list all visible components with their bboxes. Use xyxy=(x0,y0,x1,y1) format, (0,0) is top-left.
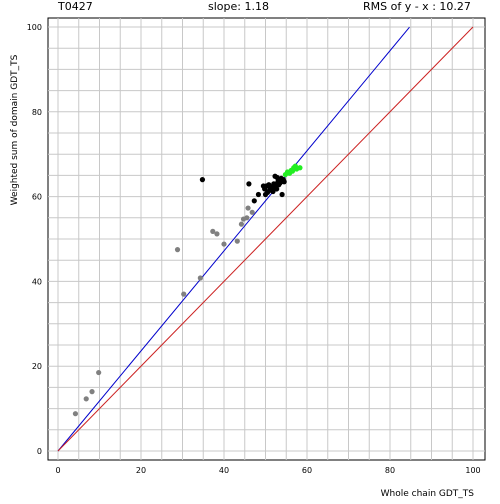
data-point xyxy=(72,411,79,417)
reference-lines xyxy=(57,26,474,452)
x-tick-label: 40 xyxy=(219,466,229,475)
data-point xyxy=(199,177,206,183)
diagonal-line xyxy=(57,26,474,452)
data-point xyxy=(251,198,257,204)
x-tick-label: 100 xyxy=(465,466,480,475)
data-points xyxy=(72,163,303,417)
data-point xyxy=(197,275,203,281)
data-point xyxy=(181,291,187,297)
y-tick-label: 40 xyxy=(32,277,42,286)
x-axis-label: Whole chain GDT_TS xyxy=(381,489,475,499)
slope-label: slope: 1.18 xyxy=(208,0,269,13)
rms-label: RMS of y - x : 10.27 xyxy=(363,0,471,13)
data-point xyxy=(279,191,285,198)
data-point xyxy=(214,231,220,237)
y-tick-label: 80 xyxy=(32,108,42,117)
data-point xyxy=(297,165,303,171)
x-tick-label: 0 xyxy=(55,466,60,475)
y-tick-label: 20 xyxy=(32,362,42,371)
data-point xyxy=(174,247,181,253)
data-point xyxy=(244,215,250,221)
tick-labels: 0 20 40 60 80 100 0 20 40 60 80 100 xyxy=(27,23,481,475)
chart-title: T0427 xyxy=(57,0,93,13)
x-tick-label: 20 xyxy=(136,466,146,475)
y-tick-label: 0 xyxy=(37,447,42,456)
data-point xyxy=(281,179,287,185)
y-tick-label: 100 xyxy=(27,23,42,32)
data-point xyxy=(277,180,283,186)
x-tick-label: 60 xyxy=(302,466,312,475)
data-point xyxy=(255,191,262,198)
data-point xyxy=(274,174,280,181)
data-point xyxy=(210,228,216,234)
data-point xyxy=(238,221,245,227)
data-point xyxy=(83,396,89,402)
data-point xyxy=(262,191,269,198)
data-point xyxy=(89,389,95,395)
data-point xyxy=(221,241,227,247)
data-point xyxy=(246,181,252,187)
data-point xyxy=(249,209,255,215)
data-point xyxy=(245,205,251,211)
data-point xyxy=(274,186,280,192)
y-axis-label: Weighted sum of domain GDT_TS xyxy=(10,54,20,205)
regression-line xyxy=(57,26,410,452)
x-tick-label: 80 xyxy=(385,466,395,475)
data-point xyxy=(234,238,240,244)
data-point xyxy=(96,369,102,376)
y-tick-label: 60 xyxy=(32,193,42,202)
